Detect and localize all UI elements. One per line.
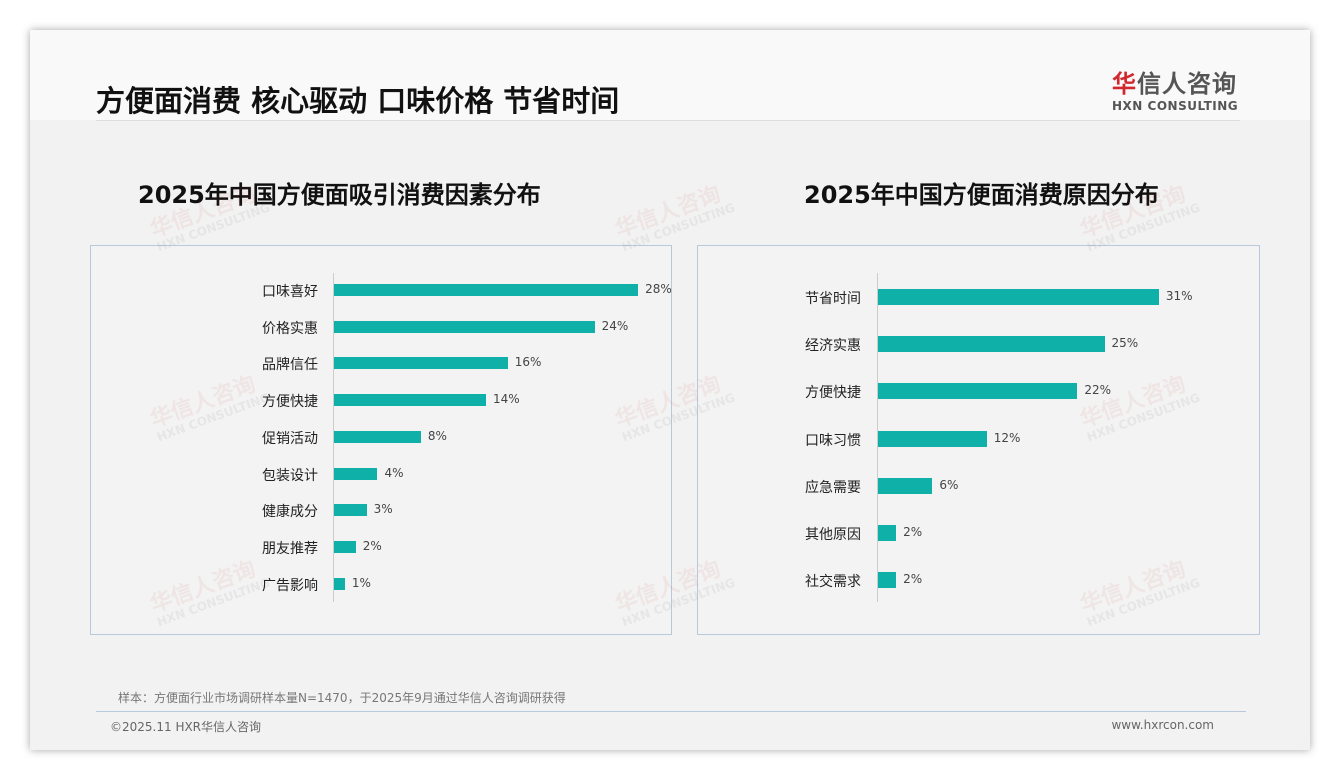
logo-en: HXN CONSULTING xyxy=(1112,99,1239,113)
bar xyxy=(334,577,345,590)
header-divider xyxy=(96,120,1240,121)
data-label: 8% xyxy=(427,428,447,443)
data-label: 16% xyxy=(514,355,542,370)
website-link[interactable]: www.hxrcon.com xyxy=(1111,718,1214,732)
category-label: 广告影响 xyxy=(262,577,318,594)
chart-axis xyxy=(333,273,334,602)
data-label: 14% xyxy=(493,392,520,407)
bar xyxy=(334,320,595,333)
header xyxy=(30,30,1310,120)
data-label: 6% xyxy=(939,477,959,492)
bar xyxy=(878,383,1078,400)
category-label: 价格实惠 xyxy=(262,320,318,337)
chart-title-left: 2025年中国方便面吸引消费因素分布 xyxy=(138,181,541,209)
bar xyxy=(878,430,987,447)
category-label: 健康成分 xyxy=(262,504,318,521)
category-label: 朋友推荐 xyxy=(262,540,318,557)
logo: 华信人咨询 HXN CONSULTING xyxy=(1112,64,1238,113)
bar xyxy=(334,467,378,480)
logo-cn: 信人咨询 xyxy=(1137,70,1237,98)
category-label: 促销活动 xyxy=(262,430,318,447)
bar xyxy=(878,572,897,589)
footer-divider xyxy=(96,711,1246,712)
category-label: 经济实惠 xyxy=(805,338,861,355)
logo-red-char: 华 xyxy=(1112,70,1137,98)
bar xyxy=(334,430,421,443)
category-label: 应急需要 xyxy=(805,479,861,496)
bar xyxy=(334,394,487,407)
watermark: 华信人咨询 HXN CONSULTING xyxy=(612,181,737,255)
bar xyxy=(878,525,897,541)
sample-note: 样本：方便面行业市场调研样本量N=1470，于2025年9月通过华信人咨询调研获… xyxy=(118,691,566,705)
slide: 方便面消费 核心驱动 口味价格 节省时间 华信人咨询 HXN CONSULTIN… xyxy=(30,30,1310,750)
category-label: 口味习惯 xyxy=(805,432,861,449)
chart-title-right: 2025年中国方便面消费原因分布 xyxy=(804,181,1159,209)
bar xyxy=(878,477,933,494)
category-label: 品牌信任 xyxy=(262,357,318,374)
bar xyxy=(334,284,639,296)
category-label: 方便快捷 xyxy=(805,385,861,402)
bar xyxy=(334,540,356,553)
data-label: 4% xyxy=(384,465,404,480)
data-label: 28% xyxy=(645,282,672,296)
category-label: 节省时间 xyxy=(805,291,861,307)
category-label: 社交需求 xyxy=(805,574,861,591)
data-label: 2% xyxy=(362,538,382,553)
category-label: 口味喜好 xyxy=(262,284,318,300)
bar xyxy=(878,336,1105,353)
data-label: 24% xyxy=(601,318,629,333)
data-label: 22% xyxy=(1084,383,1111,398)
chart-axis xyxy=(877,273,878,602)
data-label: 3% xyxy=(373,502,393,517)
bar xyxy=(878,289,1159,305)
bar xyxy=(334,357,508,370)
page-title: 方便面消费 核心驱动 口味价格 节省时间 xyxy=(96,84,620,118)
category-label: 其他原因 xyxy=(805,527,861,543)
data-label: 31% xyxy=(1165,289,1193,303)
data-label: 1% xyxy=(351,575,371,590)
data-label: 2% xyxy=(903,525,923,539)
data-label: 25% xyxy=(1111,336,1139,351)
category-label: 方便快捷 xyxy=(262,394,318,411)
category-label: 包装设计 xyxy=(262,467,318,484)
copyright: ©2025.11 HXR华信人咨询 xyxy=(110,720,262,734)
data-label: 12% xyxy=(993,430,1021,445)
bar xyxy=(334,504,367,517)
data-label: 2% xyxy=(903,572,923,587)
